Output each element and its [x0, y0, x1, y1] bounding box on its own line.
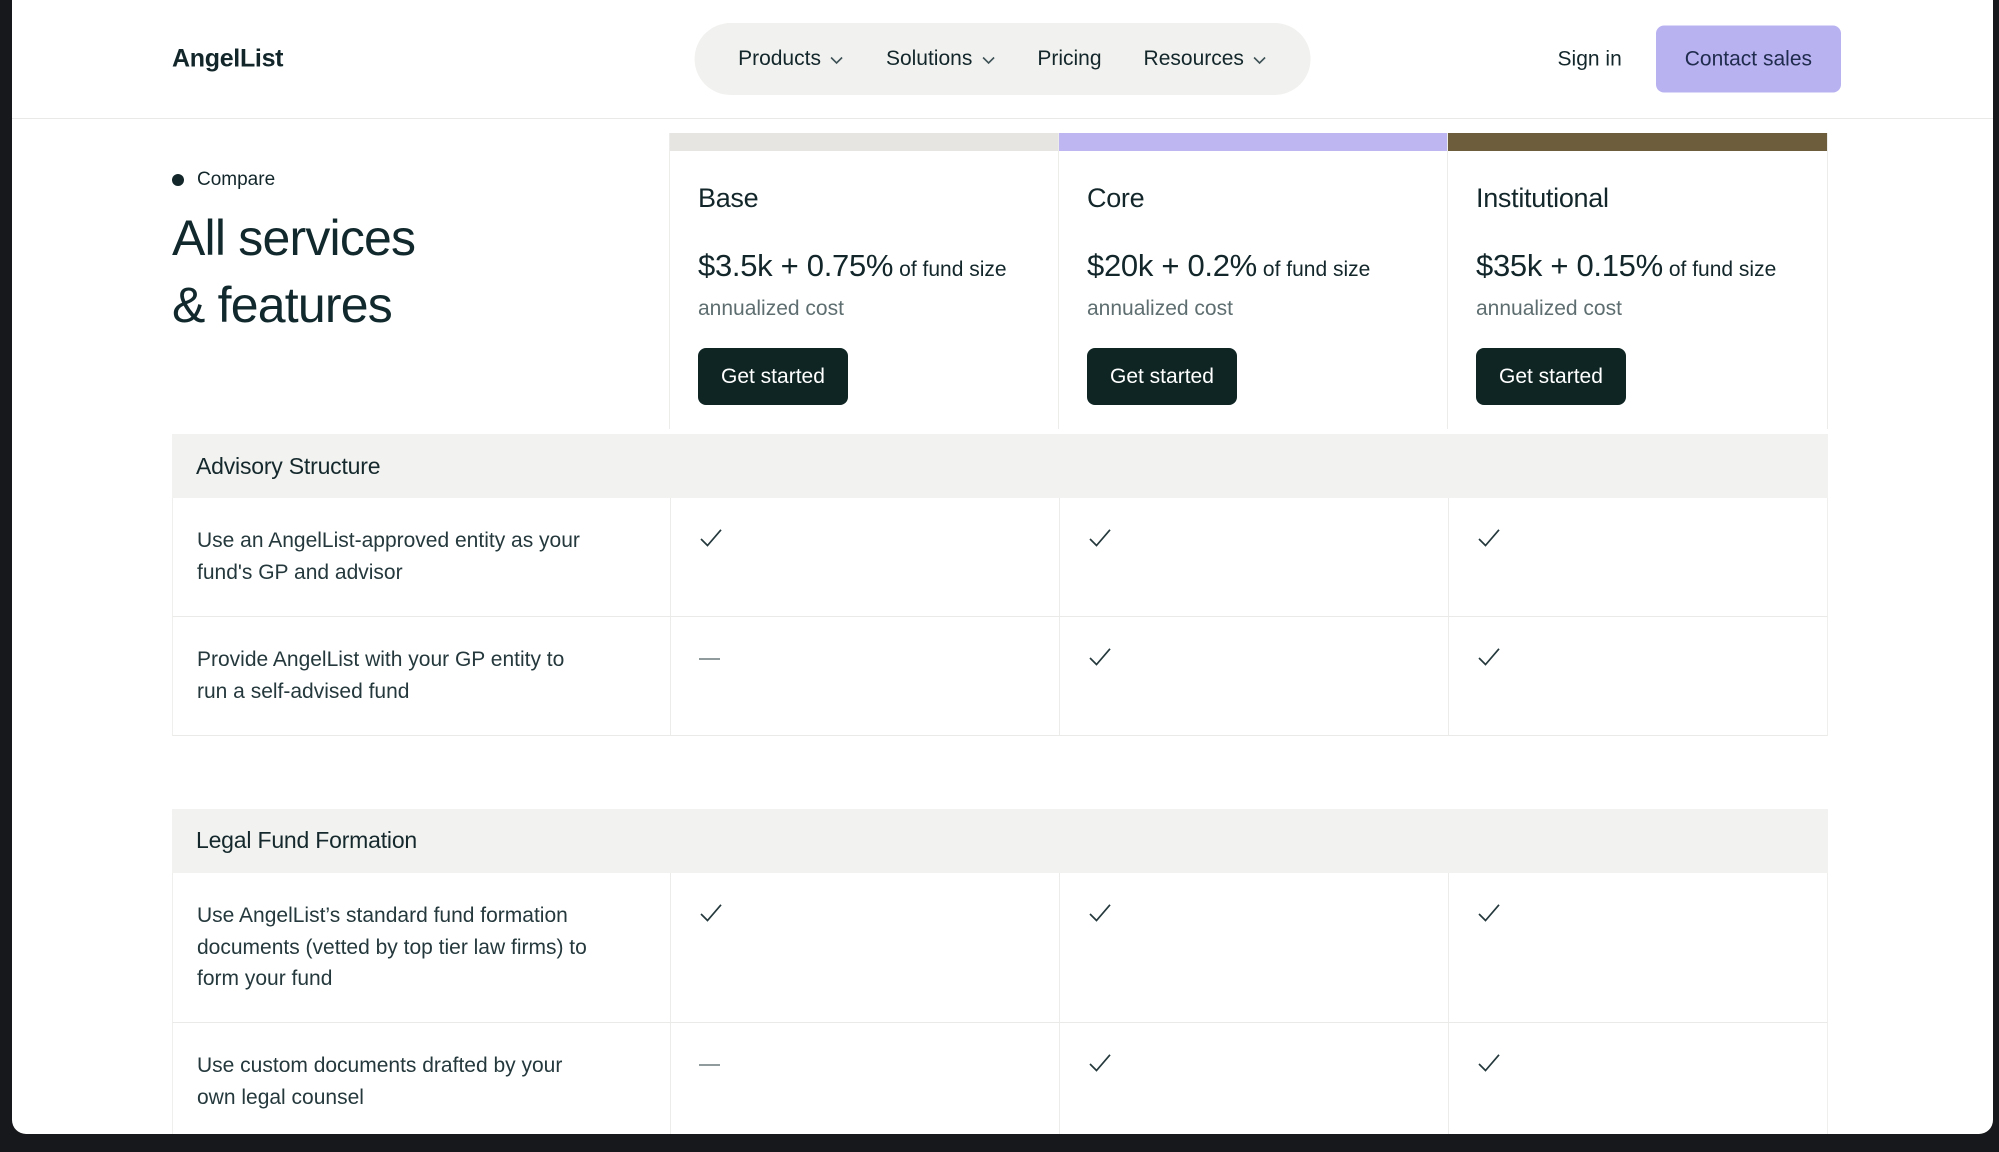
- plan-price-suffix: of fund size: [1668, 258, 1777, 281]
- comparison-table: Advisory Structure Use an AngelList-appr…: [172, 434, 1993, 1134]
- get-started-button[interactable]: Get started: [1087, 348, 1237, 405]
- value-cell-core: [1059, 616, 1448, 735]
- check-icon: [1478, 903, 1500, 922]
- bullet-dot-icon: [172, 174, 184, 186]
- nav-item-pricing[interactable]: Pricing: [1037, 47, 1101, 71]
- contact-sales-button[interactable]: Contact sales: [1655, 25, 1841, 93]
- plan-price-note: annualized cost: [1087, 297, 1233, 320]
- check-icon: [1089, 529, 1111, 547]
- plan-card-core: Core $20k + 0.2% of fund size annualized …: [1058, 133, 1447, 429]
- value-cell-institutional: [1448, 1023, 1829, 1134]
- check-icon: [700, 529, 722, 547]
- value-cell-core: [1059, 872, 1448, 1023]
- value-cell-core: [1059, 1023, 1448, 1134]
- section-header: Legal Fund Formation: [172, 808, 1828, 873]
- plan-name: Core: [1087, 183, 1145, 213]
- plan-price: $35k + 0.15%: [1476, 248, 1663, 283]
- dash-icon: [699, 1064, 720, 1067]
- plan-card-base: Base $3.5k + 0.75% of fund size annualize…: [669, 133, 1058, 429]
- check-icon: [1089, 1054, 1111, 1073]
- page-title: All services & features: [172, 210, 416, 333]
- value-cell-base: [670, 872, 1059, 1023]
- plan-price-line: $35k + 0.15% of fund size: [1476, 248, 1801, 284]
- value-cell-base: [670, 616, 1059, 735]
- check-icon: [1089, 903, 1111, 922]
- nav-item-label: Solutions: [885, 47, 973, 70]
- section-title: Advisory Structure: [196, 452, 381, 479]
- main-nav: Products Solutions Pricing Resources: [694, 23, 1311, 95]
- hero-block: Compare All services & features: [172, 133, 669, 429]
- table-row: Use an AngelList-approved entity as your…: [172, 498, 1828, 617]
- value-cell-institutional: [1448, 872, 1829, 1023]
- table-row: Use custom documents drafted by your own…: [172, 1023, 1828, 1134]
- get-started-button[interactable]: Get started: [1476, 348, 1626, 405]
- section-title: Legal Fund Formation: [196, 827, 418, 854]
- plan-color-bar: [1059, 133, 1447, 151]
- plan-name: Base: [698, 183, 759, 213]
- table-section: Legal Fund Formation Use AngelList’s sta…: [172, 808, 1993, 1134]
- nav-item-label: Products: [738, 47, 821, 70]
- feature-label: Use custom documents drafted by your own…: [197, 1054, 563, 1110]
- header-actions: Sign in Contact sales: [1557, 25, 1841, 93]
- table-section: Advisory Structure Use an AngelList-appr…: [172, 434, 1993, 736]
- nav-item-label: Pricing: [1037, 47, 1102, 70]
- plan-price-note: annualized cost: [1476, 297, 1622, 320]
- feature-label: Provide AngelList with your GP entity to…: [197, 647, 565, 703]
- nav-item-resources[interactable]: Resources: [1144, 47, 1267, 71]
- nav-item-solutions[interactable]: Solutions: [886, 47, 995, 71]
- check-icon: [700, 903, 722, 922]
- sign-in-link[interactable]: Sign in: [1557, 47, 1622, 70]
- table-row: Use AngelList’s standard fund formation …: [172, 872, 1829, 1024]
- section-header: Advisory Structure: [172, 434, 1828, 498]
- value-cell-base: [670, 1023, 1059, 1134]
- pricing-header-grid: Compare All services & features Base $3.…: [172, 133, 1993, 429]
- site-header: AngelList Products Solutions Pricing Res…: [12, 0, 1993, 119]
- plan-price-line: $20k + 0.2% of fund size: [1087, 248, 1421, 284]
- angellist-logo[interactable]: AngelList: [172, 44, 284, 73]
- plan-price-suffix: of fund size: [899, 258, 1007, 281]
- feature-label: Use an AngelList-approved entity as your…: [197, 529, 580, 584]
- check-icon: [1478, 648, 1500, 666]
- main-content: Compare All services & features Base $3.…: [12, 133, 1993, 1134]
- value-cell-base: [670, 498, 1059, 616]
- plan-card-institutional: Institutional $35k + 0.15% of fund size a…: [1447, 133, 1828, 429]
- value-cell-core: [1059, 498, 1448, 616]
- chevron-down-icon: [982, 56, 995, 65]
- compare-eyebrow: Compare: [172, 169, 609, 191]
- plan-price: $20k + 0.2%: [1087, 248, 1257, 283]
- plan-price-line: $3.5k + 0.75% of fund size: [698, 248, 1032, 284]
- plan-price-suffix: of fund size: [1262, 258, 1371, 281]
- nav-item-products[interactable]: Products: [738, 47, 844, 71]
- value-cell-institutional: [1448, 498, 1829, 616]
- chevron-down-icon: [1253, 56, 1266, 65]
- dash-icon: [699, 657, 720, 660]
- nav-item-label: Resources: [1143, 47, 1244, 70]
- browser-page: AngelList Products Solutions Pricing Res…: [12, 0, 1993, 1134]
- get-started-button[interactable]: Get started: [698, 348, 848, 405]
- check-icon: [1478, 1054, 1500, 1073]
- plan-color-bar: [1448, 133, 1827, 151]
- plan-color-bar: [670, 133, 1058, 151]
- feature-label: Use AngelList’s standard fund formation …: [197, 903, 587, 991]
- table-row: Provide AngelList with your GP entity to…: [172, 616, 1829, 736]
- compare-label: Compare: [197, 169, 276, 190]
- check-icon: [1089, 648, 1111, 666]
- check-icon: [1478, 529, 1500, 547]
- plan-price: $3.5k + 0.75%: [698, 248, 894, 283]
- chevron-down-icon: [830, 56, 844, 65]
- plan-name: Institutional: [1476, 183, 1609, 213]
- value-cell-institutional: [1448, 616, 1829, 735]
- plan-price-note: annualized cost: [698, 297, 844, 320]
